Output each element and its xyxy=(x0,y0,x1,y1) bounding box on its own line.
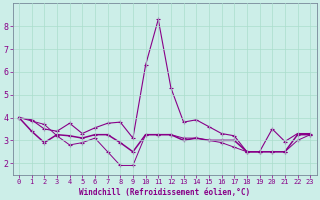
X-axis label: Windchill (Refroidissement éolien,°C): Windchill (Refroidissement éolien,°C) xyxy=(79,188,250,197)
